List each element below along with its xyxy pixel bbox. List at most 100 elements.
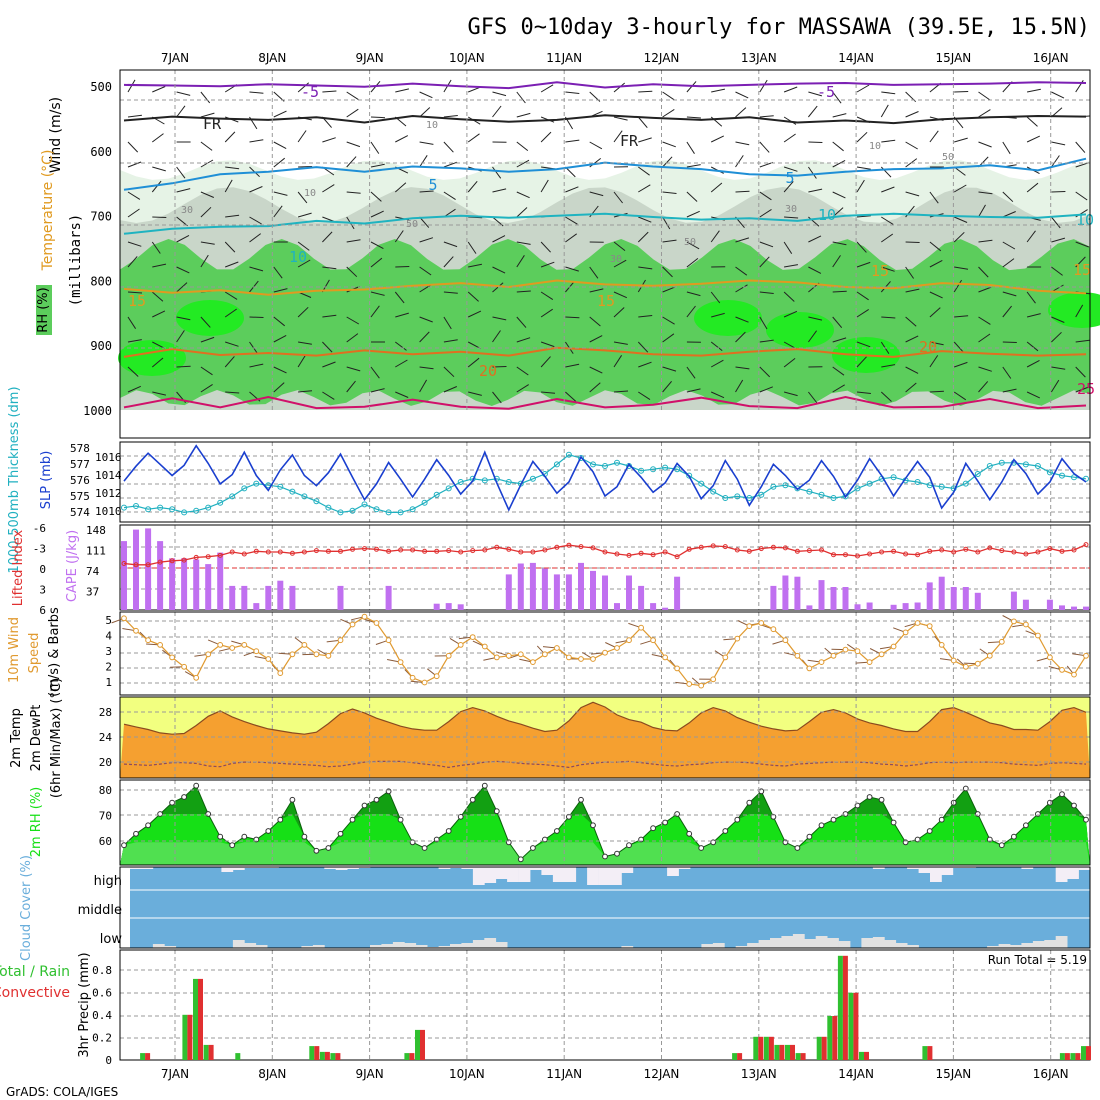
wind-barb: [1026, 182, 1039, 193]
wind-barb: [905, 111, 919, 118]
lifted-index-point: [710, 543, 716, 549]
rh2m-point: [145, 822, 152, 829]
y-tick-label: 1014: [95, 469, 122, 482]
thickness-point: [914, 479, 921, 485]
wind-barb: [929, 259, 943, 268]
wind-barb: [832, 241, 847, 246]
wind-barb: [443, 241, 458, 248]
cloud-low-block: [701, 944, 714, 948]
rh2m-point: [998, 842, 1005, 849]
wind-barb: [832, 113, 847, 118]
wind-barb: [394, 182, 407, 193]
cloud-low-block: [301, 946, 314, 948]
wind-barb: [1050, 155, 1060, 168]
wind-barb: [929, 341, 944, 346]
wind-speed-point: [638, 624, 644, 631]
wind-barb: [1075, 304, 1084, 318]
lifted-index-point: [542, 547, 548, 553]
wind-barb: [492, 91, 507, 97]
wind-barb: [881, 216, 894, 225]
lifted-index-point: [121, 561, 127, 566]
wind-barb: [1051, 366, 1066, 370]
lifted-index-point: [386, 548, 392, 554]
wind-barb: [540, 84, 554, 93]
precip-total-bar: [827, 1016, 833, 1060]
wind-barb: [686, 191, 698, 202]
lifted-index-point: [1059, 548, 1065, 554]
wind-barb: [127, 339, 142, 343]
cape-bar: [626, 575, 632, 610]
x-tick-label: 11JAN: [546, 51, 582, 65]
wind-barb: [808, 105, 818, 118]
lifted-index-point: [831, 552, 836, 558]
wind-barb: [152, 310, 166, 318]
legend-convective: Convective: [0, 985, 70, 1001]
cloud-high-block: [335, 867, 348, 870]
lifted-index-point: [265, 549, 271, 555]
wind-barb: [783, 86, 798, 93]
wind-barb: [151, 357, 164, 368]
lifted-index-point: [819, 547, 824, 553]
panel-frame: [119, 779, 1091, 866]
thickness-point: [289, 488, 296, 495]
cloud-low-block: [312, 945, 325, 948]
wind-barb: [978, 316, 991, 325]
cape-bar: [541, 568, 548, 610]
contour-label: 30: [181, 205, 193, 216]
wind-barb: [346, 380, 356, 393]
wind-barb: [152, 166, 166, 172]
cape-bar: [578, 562, 584, 610]
y-tick-label: 2: [105, 661, 112, 674]
cloud-high-block: [221, 867, 234, 872]
wind-barb: [298, 390, 313, 393]
x-tick-label: 9JAN: [356, 51, 384, 65]
wind-barb: [1002, 341, 1017, 343]
wind-speed-point: [493, 654, 500, 661]
wind-barb: [273, 382, 285, 393]
cloud-low-block: [164, 946, 177, 948]
cloud-low-block: [838, 941, 851, 948]
wind-barb: [808, 316, 823, 321]
rh2m-point: [373, 796, 380, 803]
wind-barb: [929, 291, 943, 299]
rh2m-point: [325, 845, 332, 851]
wind-barb: [613, 259, 627, 268]
wind-speed-point: [181, 663, 188, 670]
wind-barb: [370, 116, 386, 119]
cape-bar: [914, 602, 921, 610]
wind-barb: [370, 141, 380, 154]
wind-barb: [127, 256, 138, 268]
rh2m-point: [890, 819, 897, 826]
cape-bar: [553, 574, 560, 610]
wind-barb: [540, 241, 551, 253]
cloud-high-block: [141, 867, 154, 869]
cloud-low-block: [152, 944, 165, 948]
wind-barb: [322, 90, 337, 93]
lifted-index-point: [674, 554, 680, 560]
thickness-point: [421, 499, 428, 506]
wind-barb: [127, 291, 143, 294]
wind-speed-point: [469, 634, 476, 640]
wind-barb: [1051, 316, 1065, 323]
wind-barb: [662, 91, 675, 101]
cape-bar: [866, 602, 873, 610]
wind-barb: [856, 391, 871, 394]
y-tick-label: 111: [86, 545, 106, 558]
thickness-point: [241, 485, 248, 492]
wind-barb: [759, 291, 774, 294]
wind-barb: [298, 166, 313, 168]
wind-barb: [249, 363, 264, 368]
wind-barb: [322, 231, 333, 243]
wind-barb: [662, 333, 675, 343]
rh2m-point: [1059, 791, 1065, 798]
wind-barb: [954, 266, 969, 270]
wind-barb: [370, 388, 385, 393]
cloud-high-block: [621, 867, 634, 873]
cape-bar: [890, 604, 897, 610]
thickness-point: [830, 495, 837, 501]
rh2m-point: [133, 830, 139, 837]
wind-barb: [638, 166, 650, 176]
wind-barb: [953, 279, 963, 293]
y-tick-label: 575: [70, 490, 90, 503]
wind-barb: [808, 141, 823, 143]
